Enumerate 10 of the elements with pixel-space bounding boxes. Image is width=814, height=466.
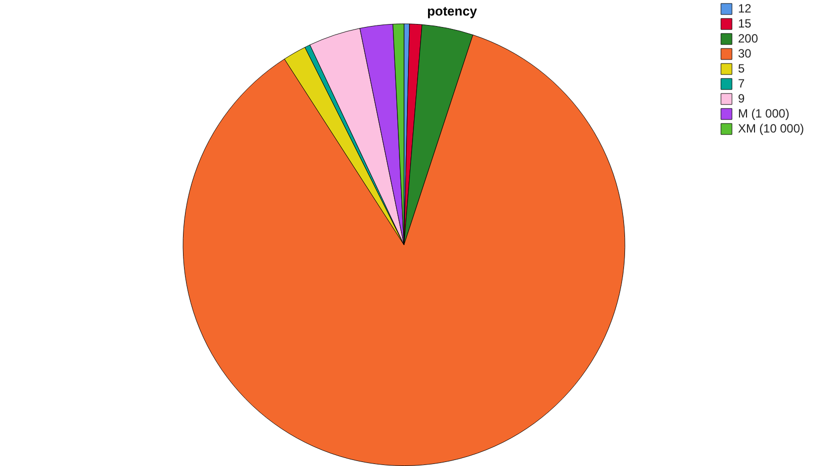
legend-label: 15 [738, 16, 752, 30]
legend-label: 200 [738, 31, 758, 46]
chart-title: potency [427, 3, 478, 18]
legend-label: 30 [738, 46, 752, 60]
legend-label: 5 [738, 61, 745, 76]
legend-label: XM (10 000) [738, 121, 804, 136]
legend-label: M (1 000) [738, 106, 790, 120]
legend-label: 7 [738, 76, 745, 90]
legend-label: 12 [738, 1, 752, 16]
legend-label: 9 [738, 91, 745, 106]
